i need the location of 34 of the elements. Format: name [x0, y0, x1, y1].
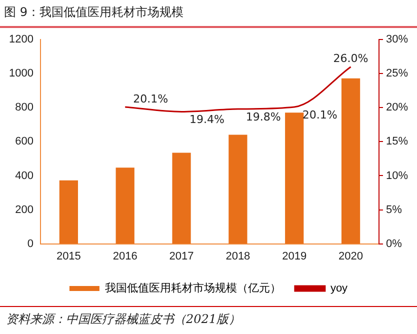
y2-tick-label: 25% [386, 68, 408, 80]
x-tick-label: 2019 [282, 250, 307, 262]
y-tick-label: 800 [15, 102, 34, 114]
y2-tick-label: 10% [386, 170, 408, 182]
y-tick-label: 0 [27, 238, 34, 250]
x-tick-label: 2017 [169, 250, 194, 262]
data-label: 26.0% [333, 52, 368, 66]
legend-label: yoy [330, 282, 348, 295]
bar [341, 78, 360, 244]
x-tick-label: 2015 [56, 250, 81, 262]
data-label: 19.8% [246, 110, 281, 124]
data-label: 19.4% [190, 113, 224, 126]
y2-tick-label: 5% [386, 204, 402, 216]
data-label: 20.1% [133, 92, 168, 106]
y-tick-label: 600 [15, 136, 34, 148]
x-tick-label: 2020 [338, 250, 364, 262]
x-tick-label: 2016 [112, 250, 138, 262]
legend-label: 我国低值医用耗材市场规模（亿元） [104, 282, 281, 295]
y2-tick-label: 15% [386, 136, 408, 148]
y2-tick-label: 0% [386, 238, 402, 250]
y-tick-label: 1000 [8, 68, 34, 80]
text: 资料来源：中国医疗器械蓝皮书（2021版） [6, 311, 241, 328]
y-tick-label: 400 [15, 170, 34, 182]
bar [59, 180, 78, 244]
y2-tick-label: 30% [386, 34, 408, 46]
bar [285, 112, 304, 244]
y-tick-label: 1200 [8, 34, 34, 46]
x-tick-label: 2018 [226, 250, 250, 262]
chart-title: 图 9：我国低值医用耗材市场规模 [4, 4, 184, 21]
y2-tick-label: 20% [386, 102, 408, 114]
bar [172, 152, 191, 244]
bar [228, 134, 248, 244]
y-tick-label: 200 [15, 204, 34, 216]
bar [116, 168, 134, 244]
